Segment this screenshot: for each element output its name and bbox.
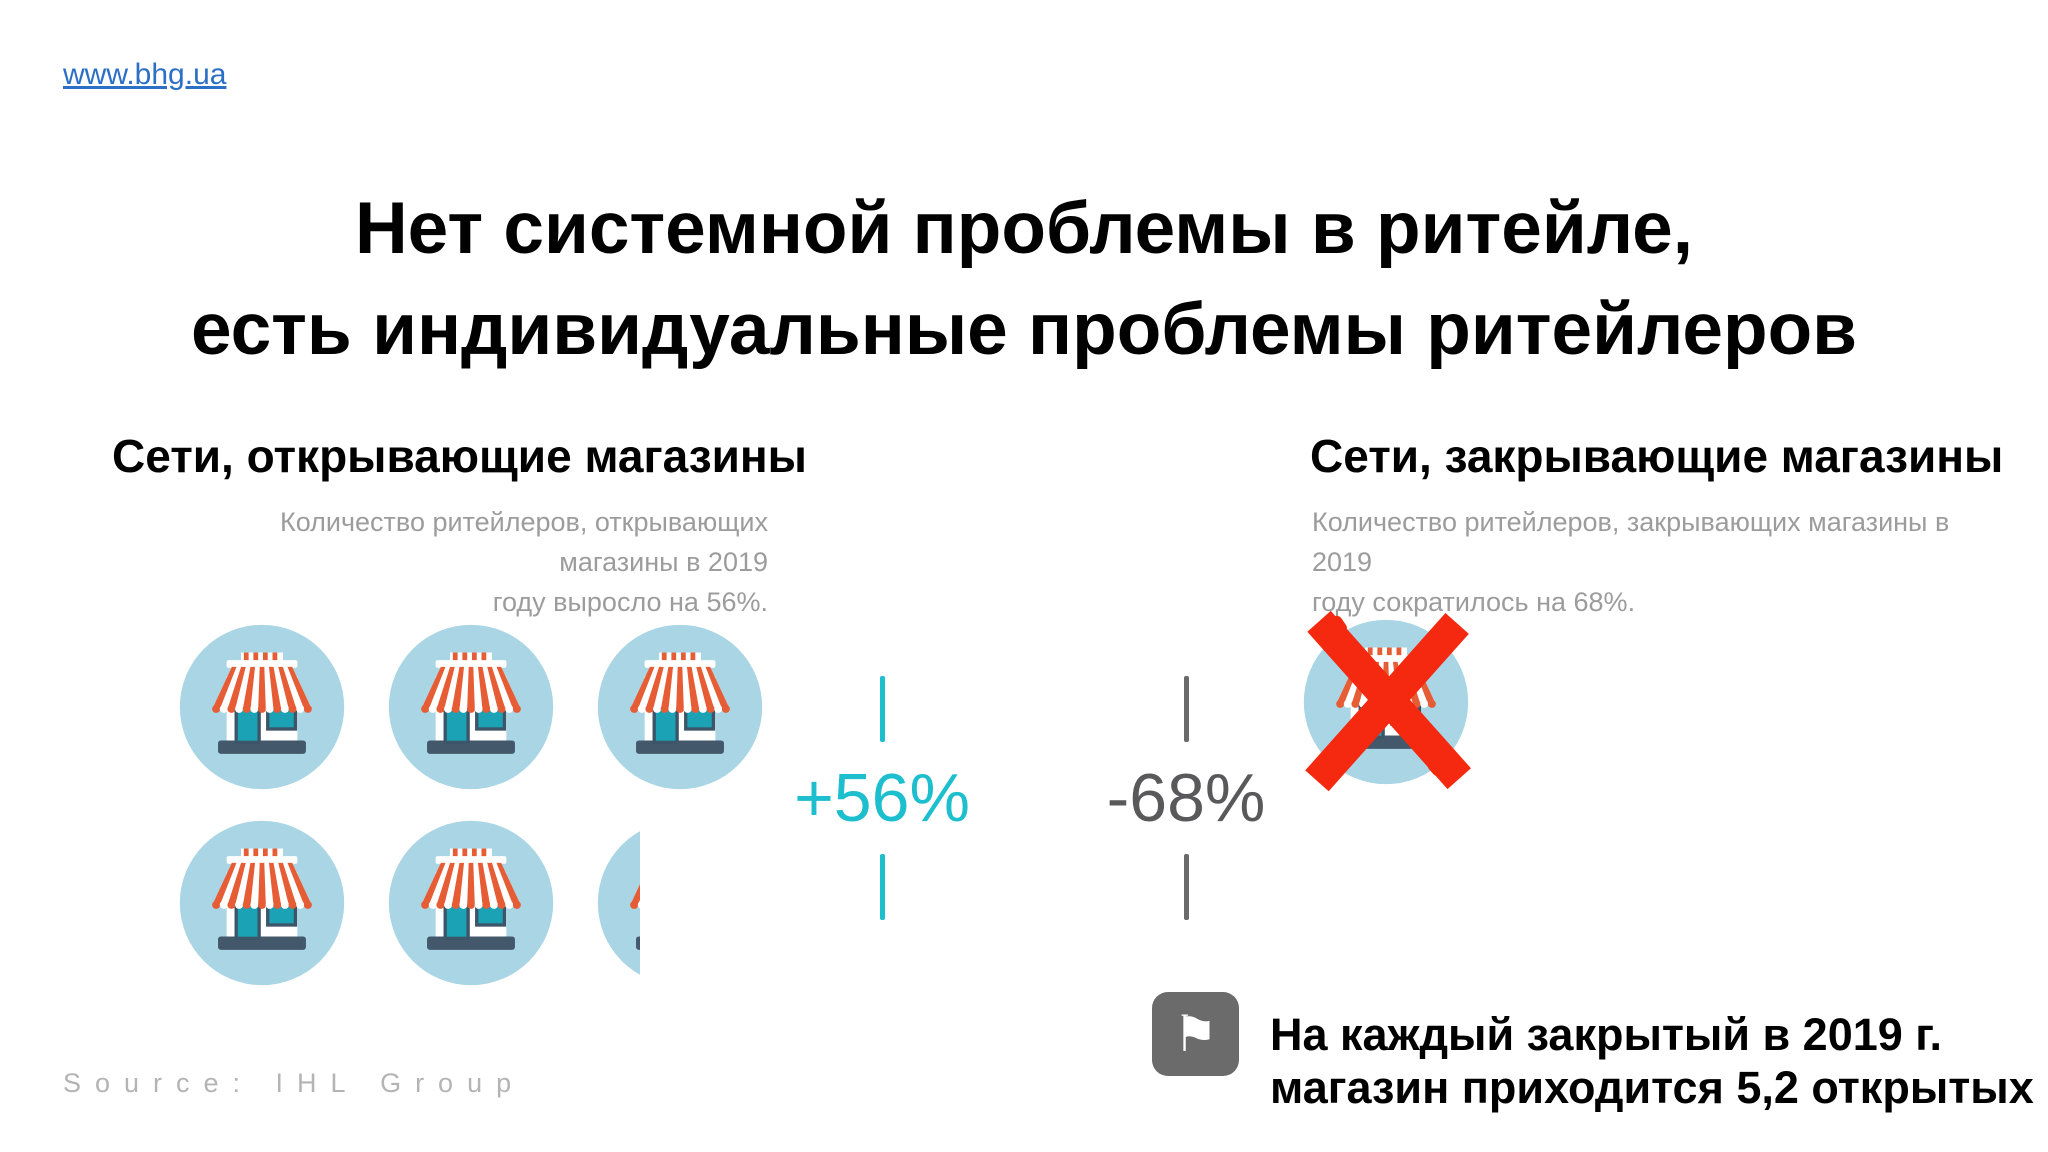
slide-title: Нет системной проблемы в ритейле, есть и… (0, 178, 2048, 380)
opening-section-heading: Сети, открывающие магазины (112, 430, 807, 482)
callout-text: На каждый закрытый в 2019 г. магазин при… (1270, 1008, 2034, 1114)
source-note: Source: IHL Group (63, 1068, 526, 1098)
store-icon (385, 621, 557, 793)
flag-badge: ⚑ (1152, 992, 1239, 1076)
open-store-icon (385, 817, 557, 989)
open-store-icon-partial (594, 817, 640, 989)
store-icon (385, 817, 557, 989)
callout-line2: магазин приходится 5,2 открытых (1270, 1062, 2034, 1113)
callout-line1: На каждый закрытый в 2019 г. (1270, 1009, 1943, 1060)
open-store-icon (176, 621, 348, 793)
slide-title-line2: есть индивидуальные проблемы ритейлеров (190, 289, 1858, 370)
tick-line-top (1183, 676, 1189, 742)
site-url-link[interactable]: www.bhg.ua (63, 58, 227, 91)
red-x-icon (1305, 610, 1471, 792)
open-store-icon (385, 621, 557, 793)
opening-section-subtitle: Количество ритейлеров, открывающих магаз… (160, 502, 768, 622)
store-icon (594, 817, 640, 989)
store-icon (176, 621, 348, 793)
tick-line-bottom (879, 854, 885, 920)
opening-subtitle-line2: году выросло на 56%. (492, 587, 768, 617)
open-change-value: +56% (794, 760, 970, 836)
closing-section-subtitle: Количество ритейлеров, закрывающих магаз… (1312, 502, 1952, 622)
close-change-value: -68% (1106, 760, 1266, 836)
closing-section-heading: Сети, закрывающие магазины (1310, 430, 2004, 482)
slide-title-line1: Нет системной проблемы в ритейле, (354, 188, 1694, 269)
open-change-stat: +56% (752, 676, 1012, 920)
opening-subtitle-line1: Количество ритейлеров, открывающих магаз… (279, 507, 768, 577)
flag-icon: ⚑ (1173, 1005, 1218, 1063)
open-store-icon (176, 817, 348, 989)
tick-line-bottom (1183, 854, 1189, 920)
close-change-stat: -68% (1056, 676, 1316, 920)
tick-line-top (879, 676, 885, 742)
store-icon (176, 817, 348, 989)
store-icon (594, 621, 766, 793)
closing-subtitle-line2: году сократилось на 68%. (1312, 587, 1636, 617)
closing-subtitle-line1: Количество ритейлеров, закрывающих магаз… (1312, 507, 1950, 577)
open-store-icon (594, 621, 766, 793)
closed-store-icon (1300, 610, 1472, 792)
